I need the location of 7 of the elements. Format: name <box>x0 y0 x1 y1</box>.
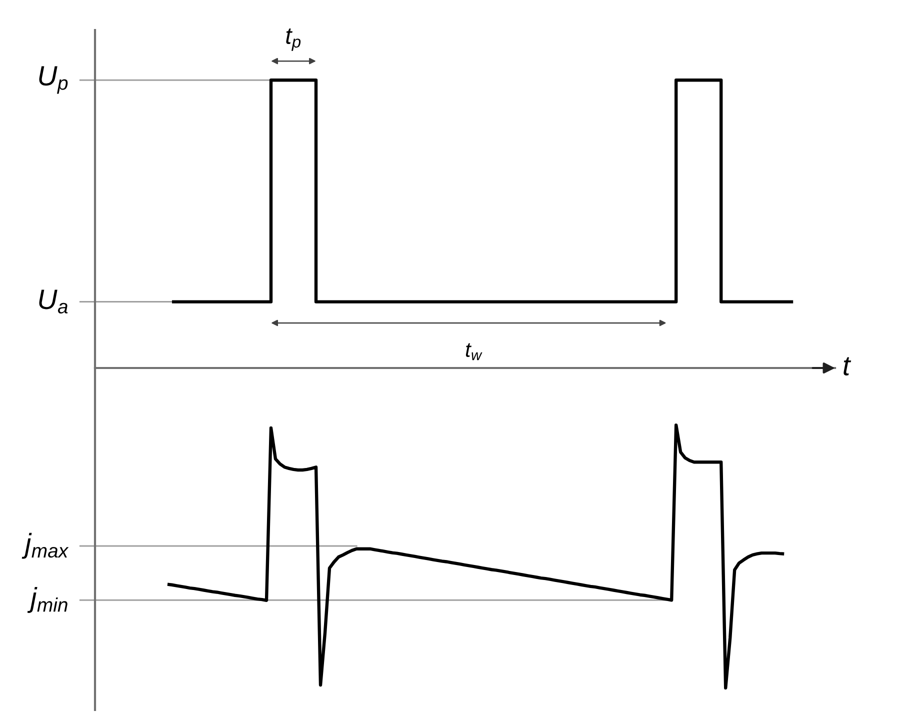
x-axis-title: t <box>844 357 852 376</box>
ref-line-label: U$_{a}$ <box>39 290 68 314</box>
ref-line-label: j$_{min}$ <box>27 587 68 613</box>
annotation: t$_{w}$ <box>466 343 482 360</box>
ref-line-label: j$_{max}$ <box>22 532 69 559</box>
text: t$_{p}$ <box>286 28 301 51</box>
ref-line-label: U$_{p}$ <box>39 66 68 94</box>
